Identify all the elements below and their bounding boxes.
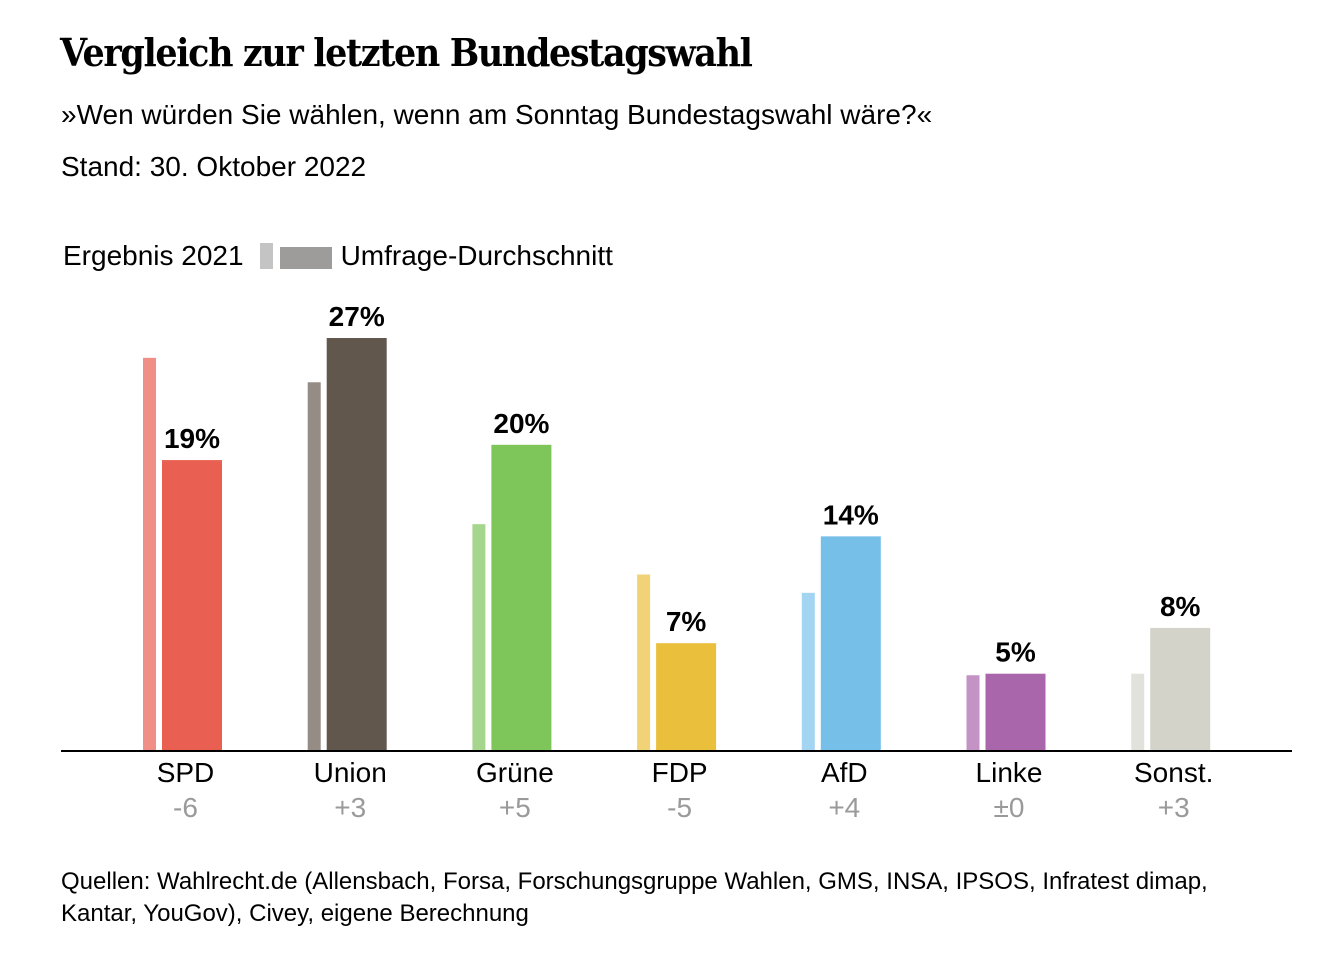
value-label-spd: 19% <box>164 423 220 454</box>
category-label-linke: Linke <box>976 757 1043 788</box>
bar-result-2021-union <box>307 382 321 750</box>
bar-poll-fdp <box>656 643 717 750</box>
bar-poll-sonst <box>1150 627 1211 750</box>
bar-poll-linke <box>985 673 1046 750</box>
legend-label-poll: Umfrage-Durchschnitt <box>340 240 613 271</box>
source-note: Quellen: Wahlrecht.de (Allensbach, Forsa… <box>61 868 1208 927</box>
bar-poll-gruene <box>491 444 552 750</box>
legend: Ergebnis 2021 Umfrage-Durchschnitt <box>63 239 613 273</box>
chart-title: Vergleich zur letzten Bundestagswahl <box>60 30 753 75</box>
bar-result-2021-fdp <box>637 574 651 750</box>
bar-poll-spd <box>162 460 222 750</box>
chart-subtitle: »Wen würden Sie wählen, wenn am Sonntag … <box>61 99 933 130</box>
difference-label-spd: -6 <box>173 792 198 823</box>
value-label-fdp: 7% <box>666 606 707 637</box>
value-label-gruene: 20% <box>493 408 549 439</box>
difference-label-sonst: +3 <box>1158 792 1190 823</box>
difference-label-fdp: -5 <box>667 792 692 823</box>
legend-swatch-poll <box>279 247 332 269</box>
bar-result-2021-linke <box>966 675 980 750</box>
difference-label-afd: +4 <box>828 792 860 823</box>
value-label-linke: 5% <box>995 637 1036 668</box>
category-label-fdp: FDP <box>652 757 708 788</box>
value-label-afd: 14% <box>823 499 879 530</box>
value-label-sonst: 8% <box>1160 591 1201 622</box>
bar-result-2021-sonst <box>1131 673 1145 750</box>
bar-result-2021-afd <box>801 592 815 750</box>
difference-label-union: +3 <box>334 792 366 823</box>
difference-label-linke: ±0 <box>994 792 1025 823</box>
bar-result-2021-spd <box>143 357 156 750</box>
value-label-union: 27% <box>329 301 385 332</box>
category-label-union: Union <box>314 757 387 788</box>
category-label-sonst: Sonst. <box>1134 757 1213 788</box>
bar-poll-afd <box>820 536 881 750</box>
category-label-spd: SPD <box>157 757 215 788</box>
category-label-gruene: Grüne <box>476 757 554 788</box>
bar-result-2021-gruene <box>472 524 486 750</box>
difference-label-gruene: +5 <box>499 792 531 823</box>
category-label-afd: AfD <box>821 757 868 788</box>
date-stamp: Stand: 30. Oktober 2022 <box>61 151 367 182</box>
legend-swatch-result <box>259 243 273 269</box>
legend-label-result: Ergebnis 2021 <box>63 240 244 271</box>
bar-poll-union <box>326 338 387 750</box>
